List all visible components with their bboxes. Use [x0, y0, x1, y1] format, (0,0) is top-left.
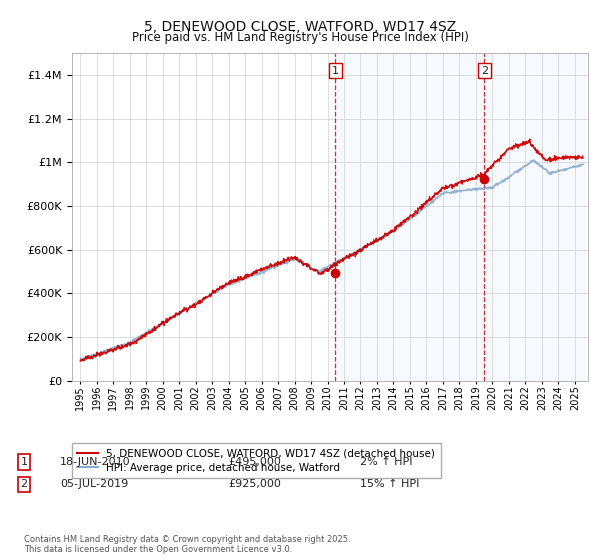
Text: 18-JUN-2010: 18-JUN-2010 [60, 457, 131, 467]
Legend: 5, DENEWOOD CLOSE, WATFORD, WD17 4SZ (detached house), HPI: Average price, detac: 5, DENEWOOD CLOSE, WATFORD, WD17 4SZ (de… [72, 444, 440, 478]
Bar [484, 53, 585, 381]
Text: 1: 1 [20, 457, 28, 467]
Text: 2: 2 [20, 479, 28, 489]
Text: 5, DENEWOOD CLOSE, WATFORD, WD17 4SZ: 5, DENEWOOD CLOSE, WATFORD, WD17 4SZ [144, 20, 456, 34]
Text: 2: 2 [481, 66, 488, 76]
Text: 1: 1 [332, 66, 339, 76]
Text: Contains HM Land Registry data © Crown copyright and database right 2025.
This d: Contains HM Land Registry data © Crown c… [24, 535, 350, 554]
Text: 15% ↑ HPI: 15% ↑ HPI [360, 479, 419, 489]
Text: 05-JUL-2019: 05-JUL-2019 [60, 479, 128, 489]
Text: £925,000: £925,000 [228, 479, 281, 489]
Bar [335, 53, 484, 381]
Text: Price paid vs. HM Land Registry's House Price Index (HPI): Price paid vs. HM Land Registry's House … [131, 31, 469, 44]
Text: 2% ↑ HPI: 2% ↑ HPI [360, 457, 413, 467]
Text: £495,000: £495,000 [228, 457, 281, 467]
